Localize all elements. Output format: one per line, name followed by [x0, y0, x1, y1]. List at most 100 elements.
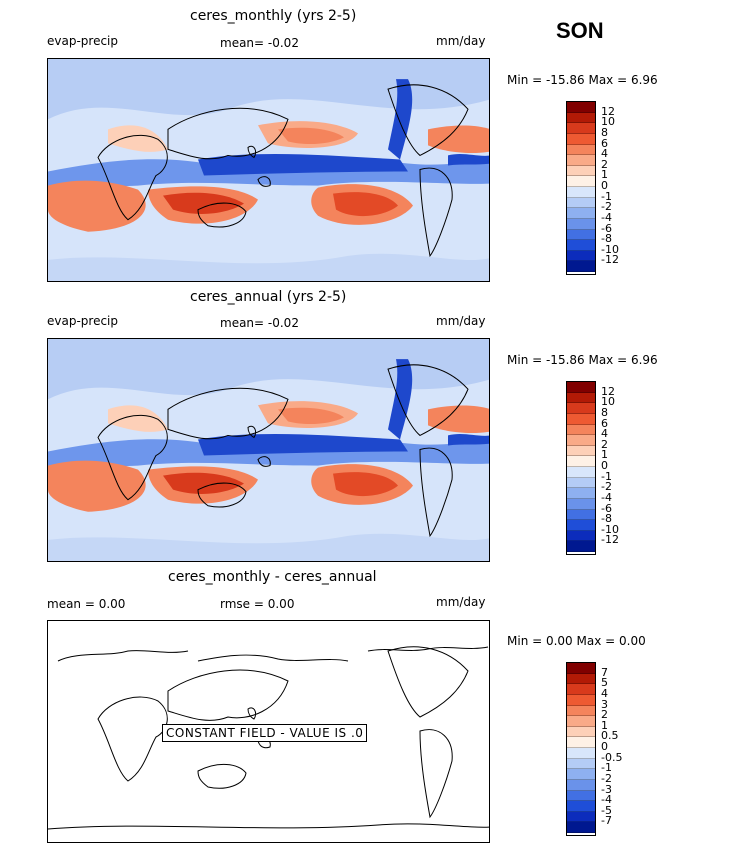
colorbar-tick-label: 6 — [601, 416, 608, 430]
colorbar-swatch — [567, 705, 595, 717]
colorbar-tick-label: -2 — [601, 480, 612, 494]
season-label: SON — [556, 18, 604, 43]
panel-2-units: mm/day — [436, 314, 486, 328]
panel-1-title: ceres_monthly (yrs 2-5) — [190, 8, 357, 24]
colorbar-swatch — [567, 413, 595, 425]
colorbar-tick-label: 1 — [601, 168, 608, 182]
colorbar-swatch — [567, 424, 595, 436]
panel-3-rmse: rmse = 0.00 — [220, 597, 295, 611]
colorbar-tick-label: 4 — [601, 147, 608, 161]
colorbar-tick-label: 5 — [601, 676, 608, 690]
colorbar-swatch — [567, 467, 595, 478]
panel-1-units: mm/day — [436, 34, 486, 48]
panel-3-mean: mean = 0.00 — [47, 597, 126, 611]
panel-3-units: mm/day — [436, 595, 486, 609]
colorbar-swatch — [567, 748, 595, 759]
colorbar-tick-label: 2 — [601, 157, 608, 171]
panel-2-colorbar — [566, 381, 596, 555]
colorbar-swatch — [567, 208, 595, 219]
panel-1-mean: mean= -0.02 — [220, 36, 299, 50]
colorbar-tick-label: -1 — [601, 189, 612, 203]
colorbar-tick-label: -12 — [601, 533, 619, 547]
colorbar-swatch — [567, 488, 595, 499]
panel-2-variable-label: evap-precip — [47, 314, 119, 328]
colorbar-tick-label: -8 — [601, 232, 612, 246]
panel-3-minmax: Min = 0.00 Max = 0.00 — [507, 634, 646, 648]
panel-2-title: ceres_annual (yrs 2-5) — [190, 289, 347, 305]
colorbar-tick-label: -8 — [601, 512, 612, 526]
colorbar-tick-label: -0.5 — [601, 750, 623, 764]
colorbar-swatch — [567, 684, 595, 695]
colorbar-swatch — [567, 541, 595, 552]
colorbar-swatch — [567, 673, 595, 685]
colorbar-swatch — [567, 261, 595, 272]
colorbar-swatch — [567, 520, 595, 531]
colorbar-swatch — [567, 382, 595, 393]
colorbar-tick-label: -12 — [601, 253, 619, 267]
colorbar-swatch — [567, 123, 595, 134]
colorbar-tick-label: 4 — [601, 686, 608, 700]
colorbar-swatch — [567, 716, 595, 727]
colorbar-tick-label: -5 — [601, 803, 612, 817]
colorbar-tick-label: 8 — [601, 405, 608, 419]
colorbar-swatch — [567, 801, 595, 812]
colorbar-tick-label: -6 — [601, 221, 612, 235]
colorbar-tick-label: -4 — [601, 210, 612, 224]
colorbar-tick-label: -3 — [601, 782, 612, 796]
colorbar-swatch — [567, 112, 595, 124]
colorbar-tick-label: -10 — [601, 522, 619, 536]
panel-1-contour-field — [48, 59, 489, 281]
panel-2-minmax: Min = -15.86 Max = 6.96 — [507, 353, 658, 367]
colorbar-swatch — [567, 155, 595, 166]
colorbar-swatch — [567, 811, 595, 823]
colorbar-swatch — [567, 790, 595, 802]
panel-2-contour-field — [48, 339, 489, 561]
colorbar-tick-label: -6 — [601, 501, 612, 515]
colorbar-tick-label: 6 — [601, 136, 608, 150]
colorbar-swatch — [567, 392, 595, 404]
panel-2-mean: mean= -0.02 — [220, 316, 299, 330]
panel-3-colorbar — [566, 662, 596, 836]
colorbar-swatch — [567, 229, 595, 241]
colorbar-tick-label: 0 — [601, 459, 608, 472]
colorbar-tick-label: 2 — [601, 437, 608, 451]
colorbar-tick-label: 7 — [601, 665, 608, 679]
colorbar-swatch — [567, 250, 595, 262]
colorbar-tick-label: 0 — [601, 179, 608, 192]
colorbar-swatch — [567, 240, 595, 251]
colorbar-swatch — [567, 530, 595, 542]
colorbar-swatch — [567, 403, 595, 414]
colorbar-swatch — [567, 435, 595, 446]
constant-field-label: CONSTANT FIELD - VALUE IS .0 — [162, 724, 368, 742]
colorbar-tick-label: 10 — [601, 115, 615, 129]
colorbar-swatch — [567, 176, 595, 187]
colorbar-swatch — [567, 218, 595, 230]
colorbar-swatch — [567, 779, 595, 791]
colorbar-swatch — [567, 726, 595, 738]
colorbar-tick-label: -2 — [601, 200, 612, 214]
colorbar-swatch — [567, 737, 595, 748]
colorbar-tick-label: -2 — [601, 771, 612, 785]
colorbar-swatch — [567, 477, 595, 489]
colorbar-tick-label: 0.5 — [601, 729, 619, 743]
colorbar-tick-label: -10 — [601, 242, 619, 256]
colorbar-swatch — [567, 822, 595, 833]
colorbar-tick-label: -4 — [601, 490, 612, 504]
panel-3-title: ceres_monthly - ceres_annual — [168, 569, 377, 585]
panel-2-map — [47, 338, 490, 562]
colorbar-swatch — [567, 663, 595, 674]
colorbar-tick-label: 12 — [601, 104, 615, 118]
panel-1-colorbar — [566, 101, 596, 275]
colorbar-tick-label: -1 — [601, 469, 612, 483]
colorbar-swatch — [567, 758, 595, 770]
colorbar-tick-label: 1 — [601, 448, 608, 462]
panel-3-map — [47, 620, 490, 843]
panel-1-variable-label: evap-precip — [47, 34, 119, 48]
colorbar-tick-label: 12 — [601, 384, 615, 398]
colorbar-tick-label: 0 — [601, 740, 608, 753]
colorbar-tick-label: 10 — [601, 395, 615, 409]
colorbar-tick-label: 3 — [601, 697, 608, 711]
colorbar-swatch — [567, 133, 595, 145]
colorbar-swatch — [567, 498, 595, 510]
colorbar-swatch — [567, 144, 595, 156]
